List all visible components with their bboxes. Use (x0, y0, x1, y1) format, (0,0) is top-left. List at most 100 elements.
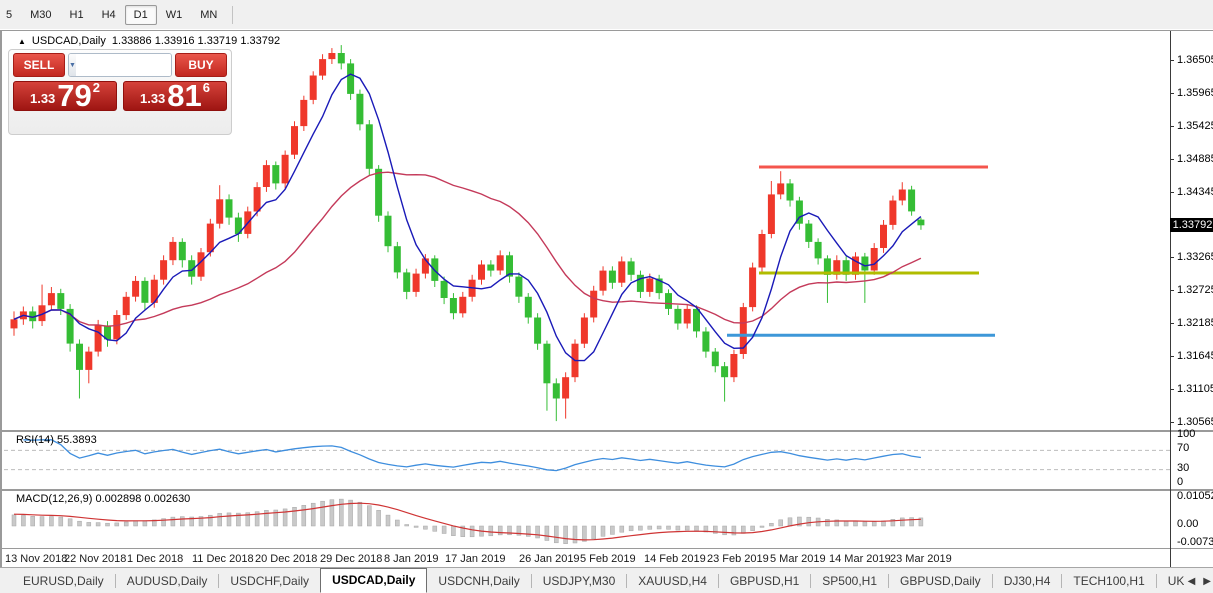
ma-slow-line (13, 171, 922, 328)
price-tick (1170, 257, 1174, 258)
date-tick-label: 23 Feb 2019 (707, 553, 769, 565)
date-tick-label: 29 Dec 2018 (320, 553, 383, 565)
sell-price-point: 2 (92, 80, 101, 95)
timeframe-button-m30[interactable]: M30 (30, 9, 52, 21)
price-tick (1170, 159, 1174, 160)
current-price-tag: 1.33792 (1170, 218, 1213, 232)
price-tick-label: 1.33265 (1177, 251, 1213, 263)
buy-price-base: 1.33 (139, 91, 166, 106)
sell-price-box[interactable]: 1.33 79 2 (13, 78, 117, 113)
tab-separator (991, 573, 993, 588)
price-tick-label: 1.31645 (1177, 350, 1213, 362)
timeframe-toolbar: 5 M30 H1 H4 D1 W1 MN (0, 0, 1213, 29)
price-tick-label: 1.31105 (1177, 383, 1213, 395)
date-axis[interactable]: 13 Nov 2018 22 Nov 2018 1 Dec 2018 11 Dec 2… (2, 548, 1213, 568)
tab-separator (626, 573, 628, 588)
symbol-tab-usdcad[interactable]: USDCAD,Daily (320, 568, 428, 593)
symbol-tab-gbpusd[interactable]: GBPUSD,H1 (729, 573, 800, 588)
tab-separator (114, 573, 116, 588)
rsi-level-label: 0 (1177, 476, 1184, 488)
chart-ohlc-values: 1.33886 1.33916 1.33719 1.33792 (111, 35, 281, 47)
sell-button[interactable]: SELL (13, 53, 65, 77)
price-tick-label: 1.32725 (1177, 284, 1213, 296)
sell-price-base: 1.33 (29, 91, 56, 106)
tabs-scroll-left-icon[interactable]: ◀ (1187, 575, 1196, 587)
price-tick-label: 1.36505 (1177, 54, 1213, 66)
rsi-level-label: 30 (1177, 462, 1190, 474)
date-tick-label: 5 Feb 2019 (580, 553, 636, 565)
tab-separator (888, 573, 889, 588)
date-tick-label: 14 Feb 2019 (644, 553, 706, 565)
price-tick (1170, 389, 1174, 390)
ma-fast-line (13, 73, 922, 362)
timeframe-button-h4[interactable]: H4 (101, 9, 116, 21)
macd-indicator-panel[interactable]: MACD(12,26,9) 0.002898 0.002630 (2, 489, 1213, 546)
symbol-tab-tech100[interactable]: TECH100,H1 (1073, 573, 1145, 588)
macd-axis-label: 0.010525 (1177, 490, 1213, 502)
one-click-trading-panel: SELL ▼ ▲ BUY 1.33 79 2 1.33 81 6 (8, 49, 232, 135)
buy-button[interactable]: BUY (175, 53, 227, 77)
rsi-label: RSI(14) 55.3893 (16, 434, 97, 446)
tabs-scroll-right-icon[interactable]: ▶ (1203, 575, 1211, 587)
date-tick-label: 8 Jan 2019 (384, 553, 439, 565)
macd-label: MACD(12,26,9) 0.002898 0.002630 (16, 493, 191, 505)
symbol-tab-xauusd[interactable]: XAUUSD,H4 (638, 573, 707, 588)
macd-axis-label: 0.00 (1177, 518, 1199, 530)
symbol-tab-gbpusd[interactable]: GBPUSD,Daily (900, 573, 981, 588)
timeframe-button-h1[interactable]: H1 (69, 9, 84, 21)
timeframe-button-w1[interactable]: W1 (165, 9, 183, 21)
rsi-plot (4, 439, 1170, 472)
price-tick (1170, 290, 1174, 291)
rsi-level-label: 100 (1177, 428, 1196, 440)
rsi-indicator-panel[interactable]: RSI(14) 55.3893 (2, 430, 1213, 487)
volume-stepper: ▼ ▲ (68, 53, 172, 77)
price-chart[interactable] (4, 31, 1170, 428)
price-tick (1170, 126, 1174, 127)
rsi-level-label: 70 (1177, 442, 1190, 454)
tab-separator (218, 573, 220, 588)
buy-price-pips: 81 (167, 78, 202, 113)
symbol-tab-usdcnh[interactable]: USDCNH,Daily (438, 573, 520, 588)
symbol-tab-audusd[interactable]: AUDUSD,Daily (126, 573, 208, 588)
buy-price-box[interactable]: 1.33 81 6 (123, 78, 227, 113)
date-tick-label: 5 Mar 2019 (770, 553, 826, 565)
date-tick-label: 13 Nov 2018 (5, 553, 68, 565)
date-tick-label: 20 Dec 2018 (255, 553, 318, 565)
tab-scroll-arrows: ◀ ▶ (1183, 568, 1211, 593)
volume-input[interactable] (75, 54, 171, 76)
timeframe-button-d1[interactable]: D1 (124, 5, 157, 25)
macd-plot (11, 498, 924, 544)
tab-separator (530, 573, 532, 588)
chart-title: ▲ USDCAD,Daily 1.33886 1.33916 1.33719 1… (18, 34, 280, 48)
price-tick-label: 1.35965 (1177, 87, 1213, 99)
tab-separator (717, 573, 719, 588)
symbol-tab-usdjpy[interactable]: USDJPY,M30 (542, 573, 616, 588)
volume-decrease-icon[interactable]: ▼ (69, 54, 76, 76)
date-tick-label: 17 Jan 2019 (445, 553, 506, 565)
symbol-tab-usdchf[interactable]: USDCHF,Daily (230, 573, 310, 588)
chart-window: ▲ USDCAD,Daily 1.33886 1.33916 1.33719 1… (0, 30, 1213, 568)
symbol-tab-bar: EURUSD,Daily AUDUSD,Daily USDCHF,Daily USDC… (0, 567, 1213, 593)
macd-axis-label: -0.0073 (1177, 536, 1213, 548)
price-tick (1170, 93, 1174, 94)
price-tick-label: 1.32185 (1177, 317, 1213, 329)
tab-separator (1061, 573, 1063, 588)
price-tick-label: 1.34885 (1177, 153, 1213, 165)
symbol-tab-dj30[interactable]: DJ30,H4 (1003, 573, 1051, 588)
toolbar-separator (232, 5, 234, 24)
timeframe-button-mn[interactable]: MN (200, 9, 218, 21)
timeframe-button-5[interactable]: 5 (6, 9, 13, 21)
collapse-triangle-icon[interactable]: ▲ (18, 36, 26, 46)
price-tick-label: 1.35425 (1177, 120, 1213, 132)
price-tick (1170, 60, 1174, 61)
price-tick (1170, 323, 1174, 324)
price-tick-label: 1.34345 (1177, 186, 1213, 198)
tab-separator (810, 573, 812, 588)
date-tick-label: 23 Mar 2019 (890, 553, 952, 565)
sell-price-pips: 79 (57, 78, 92, 113)
symbol-tab-eurusd[interactable]: EURUSD,Daily (23, 573, 104, 588)
symbol-tab-sp500[interactable]: SP500,H1 (822, 573, 877, 588)
date-tick-label: 26 Jan 2019 (519, 553, 580, 565)
date-tick-label: 11 Dec 2018 (192, 553, 254, 565)
